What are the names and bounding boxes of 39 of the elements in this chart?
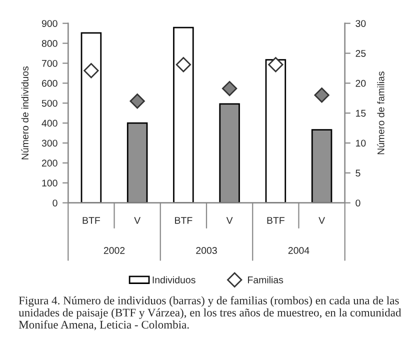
text: Figura 4. Número de individuos (barras) y de familias (rombos) en cada una de las unidades de paisaje (BTF y Várzea), en los tres años de muestreo, en la comunidad Monifue Amena, Leticia - Colombia. bbox=[18, 296, 402, 330]
y-axis-title: Número de individuos bbox=[21, 66, 28, 160]
x-tick-label: BTF bbox=[267, 217, 284, 224]
point bbox=[314, 88, 330, 103]
y-tick-label: 900 bbox=[42, 20, 58, 27]
legend-label: Familias bbox=[248, 276, 284, 284]
y-tick-label: 100 bbox=[42, 180, 58, 187]
x-tick-label: V bbox=[134, 217, 141, 224]
y2-tick-label: 15 bbox=[356, 110, 366, 117]
y-tick-label: 500 bbox=[42, 100, 58, 107]
point bbox=[268, 57, 284, 72]
y-tick-label: 800 bbox=[42, 40, 58, 47]
point bbox=[130, 94, 145, 109]
bar bbox=[173, 26, 194, 203]
point bbox=[176, 57, 192, 72]
y2-tick-label: 5 bbox=[356, 170, 360, 177]
text: 2003 bbox=[196, 247, 217, 254]
y-tick-label: 700 bbox=[42, 60, 58, 67]
y-tick-label: 0 bbox=[52, 200, 58, 206]
x-tick-label: BTF bbox=[82, 217, 100, 224]
x-tick-label: V bbox=[318, 217, 325, 224]
legend-label: Individuos bbox=[152, 276, 196, 284]
y2-tick-label: 0 bbox=[356, 200, 360, 206]
point bbox=[222, 80, 238, 96]
x-tick-label: V bbox=[226, 217, 233, 224]
text: 2002 bbox=[104, 247, 125, 254]
y2-axis-title: Número de familias bbox=[377, 72, 384, 154]
text: 2004 bbox=[288, 247, 310, 254]
bar bbox=[80, 32, 102, 203]
y2-tick-label: 30 bbox=[356, 20, 366, 27]
x-tick-label: BTF bbox=[175, 217, 192, 224]
y2-tick-label: 25 bbox=[356, 50, 366, 57]
y2-tick-label: 20 bbox=[356, 80, 366, 87]
y-tick-label: 200 bbox=[42, 160, 58, 167]
point bbox=[84, 63, 99, 78]
y-tick-label: 600 bbox=[42, 80, 58, 87]
y-tick-label: 300 bbox=[42, 140, 58, 147]
y2-tick-label: 10 bbox=[356, 140, 366, 147]
y-tick-label: 400 bbox=[42, 120, 58, 127]
